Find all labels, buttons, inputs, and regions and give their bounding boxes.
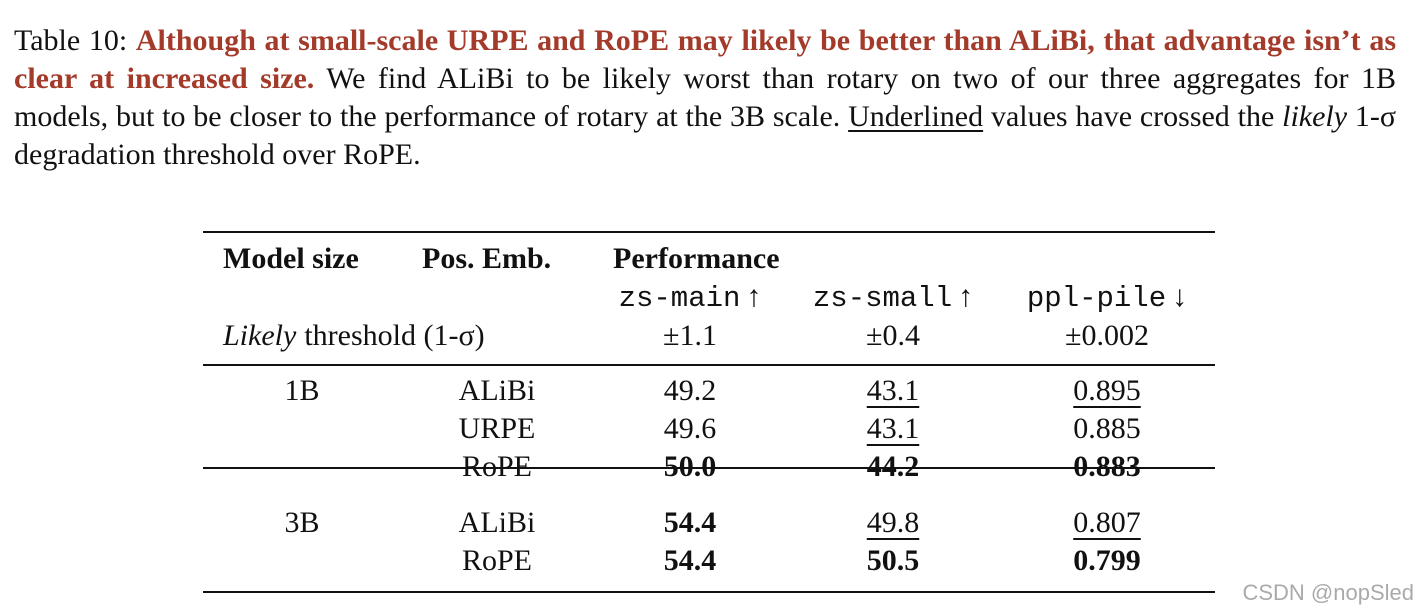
- header-text: Pos. Emb.: [422, 242, 552, 275]
- pos-emb-text: ALiBi: [458, 506, 536, 539]
- value-cell: 49.2: [664, 373, 717, 409]
- caption-label: Table 10:: [14, 24, 128, 57]
- value-cell: 50.0: [664, 449, 717, 485]
- caption-text: 1-σ degradation threshold over RoPE.: [14, 100, 1397, 171]
- threshold-cell: ±1.1: [663, 318, 717, 354]
- value: 54.4: [663, 506, 717, 539]
- metric-header: zs-main ↑: [619, 279, 762, 317]
- pos-emb-text: URPE: [458, 412, 536, 445]
- caption-italic: likely: [1282, 100, 1348, 133]
- value: 0.799: [1073, 544, 1141, 577]
- metric-arrow: ↑: [746, 280, 762, 313]
- threshold-label: Likely threshold (1-σ): [223, 318, 485, 354]
- model-size: 1B: [284, 373, 319, 409]
- metric-arrow: ↑: [958, 280, 974, 313]
- caption-text: values have crossed the: [990, 100, 1275, 133]
- header-cell: Performance: [613, 241, 780, 277]
- header-text: Model size: [223, 242, 359, 275]
- header-cell: Pos. Emb.: [422, 241, 551, 277]
- value-cell: 49.8: [867, 505, 920, 541]
- caption-underlined: Underlined: [848, 100, 984, 133]
- caption-text: We find ALiBi to be likely worst than ro…: [14, 62, 1396, 133]
- value-cell: 0.885: [1073, 411, 1141, 447]
- value-cell: 54.4: [664, 505, 717, 541]
- pos-emb-text: ALiBi: [458, 374, 536, 407]
- value-cell: 0.883: [1073, 449, 1141, 485]
- pos-emb: RoPE: [462, 449, 532, 485]
- value-cell: 50.5: [867, 543, 920, 579]
- model-size-text: 3B: [284, 506, 320, 539]
- value-cell: 49.6: [664, 411, 717, 447]
- value-cell: 0.799: [1073, 543, 1141, 579]
- model-size: 3B: [284, 505, 319, 541]
- value: 0.883: [1073, 450, 1141, 483]
- threshold-italic: Likely: [223, 319, 297, 352]
- header-text: Performance: [613, 242, 780, 275]
- value: 43.1: [866, 412, 920, 445]
- group-rule: [203, 467, 1215, 469]
- model-size-text: 1B: [284, 374, 320, 407]
- pos-emb-text: RoPE: [461, 450, 533, 483]
- threshold-value: ±0.4: [866, 319, 920, 352]
- threshold-text: threshold (1-σ): [304, 319, 485, 352]
- threshold-cell: ±0.002: [1065, 318, 1149, 354]
- value: 44.2: [866, 450, 920, 483]
- value: 49.6: [663, 412, 717, 445]
- metric-name: zs-small: [812, 282, 953, 315]
- value-cell: 0.807: [1073, 505, 1141, 541]
- value-cell: 43.1: [867, 373, 920, 409]
- value-cell: 54.4: [664, 543, 717, 579]
- value: 0.885: [1073, 412, 1141, 445]
- bottom-rule: [203, 591, 1215, 593]
- threshold-value: ±1.1: [663, 319, 717, 352]
- metric-header: zs-small ↑: [813, 279, 973, 317]
- pos-emb-text: RoPE: [461, 544, 533, 577]
- top-rule: [203, 231, 1215, 233]
- value: 43.1: [866, 374, 920, 407]
- caption-highlight: Although at small-scale URPE and RoPE ma…: [14, 24, 1396, 95]
- watermark: CSDN @nopSled: [1242, 580, 1414, 605]
- value-cell: 44.2: [867, 449, 920, 485]
- metric-name: ppl-pile: [1026, 282, 1167, 315]
- value-cell: 43.1: [867, 411, 920, 447]
- metric-name: zs-main: [618, 282, 741, 315]
- threshold-cell: ±0.4: [866, 318, 920, 354]
- metric-header: ppl-pile ↓: [1027, 279, 1187, 317]
- pos-emb: ALiBi: [459, 373, 536, 409]
- pos-emb: RoPE: [462, 543, 532, 579]
- pos-emb: ALiBi: [459, 505, 536, 541]
- value-cell: 0.895: [1073, 373, 1141, 409]
- value: 49.8: [866, 506, 920, 539]
- threshold-value: ±0.002: [1065, 319, 1149, 352]
- caption: Table 10: Although at small-scale URPE a…: [14, 22, 1396, 174]
- metric-arrow: ↓: [1172, 280, 1188, 313]
- value: 50.0: [663, 450, 717, 483]
- mid-rule: [203, 364, 1215, 366]
- pos-emb: URPE: [459, 411, 536, 447]
- value: 0.895: [1073, 374, 1141, 407]
- value: 50.5: [866, 544, 920, 577]
- value: 49.2: [663, 374, 717, 407]
- value: 54.4: [663, 544, 717, 577]
- value: 0.807: [1073, 506, 1141, 539]
- header-cell: Model size: [223, 241, 359, 277]
